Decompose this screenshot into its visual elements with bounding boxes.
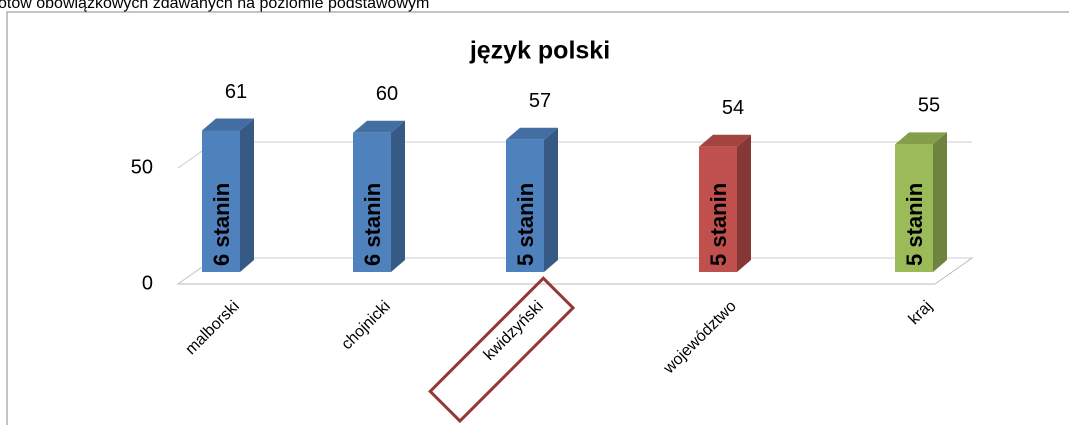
bar — [202, 130, 240, 272]
bar-top — [506, 127, 558, 140]
bar-side — [391, 120, 405, 272]
bar-label: 6 stanin — [360, 183, 385, 266]
bar-label: 5 stanin — [706, 183, 731, 266]
bar — [699, 146, 737, 272]
bar-top — [699, 134, 751, 147]
grid-line — [177, 141, 972, 169]
floor — [176, 257, 974, 285]
bar-side — [737, 134, 751, 272]
x-tick-label: malborski — [182, 298, 242, 358]
bar-side — [933, 132, 947, 272]
y-tick-label: 50 — [131, 156, 153, 178]
value-label: 55 — [918, 95, 940, 117]
chart-title: język polski — [469, 37, 610, 65]
bar-label: 5 stanin — [513, 183, 538, 266]
highlight-box — [428, 276, 576, 424]
bar-top — [353, 120, 405, 133]
bar — [506, 139, 544, 272]
x-tick-label: kraj — [906, 298, 936, 328]
bar-label: 6 stanin — [209, 183, 234, 266]
y-tick-label: 0 — [142, 272, 153, 294]
value-label: 57 — [529, 90, 551, 112]
value-label: 54 — [722, 97, 744, 119]
bar-side — [240, 118, 254, 272]
value-label: 61 — [225, 81, 247, 103]
bar-label: 5 stanin — [902, 183, 927, 266]
page-header: otów obowiązkowych zdawanych na poziomie… — [0, 0, 429, 12]
x-tick-label: województwo — [660, 298, 740, 378]
x-tick-label: chojnicki — [338, 298, 393, 353]
bar — [353, 132, 391, 272]
bar — [895, 144, 933, 272]
frame — [6, 11, 1069, 425]
bar-side — [544, 127, 558, 272]
value-label: 60 — [376, 83, 398, 105]
bar-top — [202, 118, 254, 131]
bar-top — [895, 132, 947, 145]
grid-line — [177, 257, 972, 285]
